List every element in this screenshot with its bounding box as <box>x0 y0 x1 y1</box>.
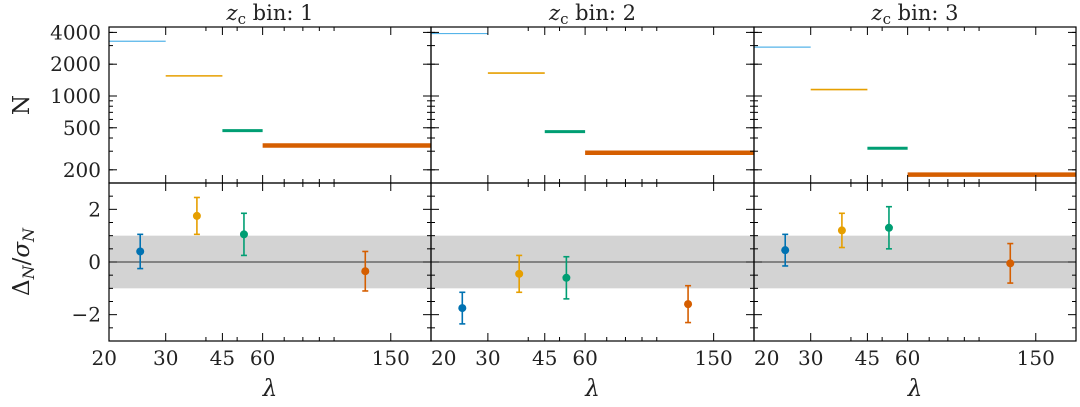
x-tick-label: 20 <box>92 346 117 370</box>
y-tick-label: 200 <box>63 158 101 182</box>
y-tick-label: 2000 <box>50 52 101 76</box>
x-axis-label: λ <box>584 376 600 402</box>
y-axis-label-bottom: ΔN/σN <box>9 227 38 296</box>
data-point <box>136 247 145 256</box>
y-tick-label: 4000 <box>50 20 101 44</box>
y-tick-label: −2 <box>72 303 101 327</box>
y-tick-label: 0 <box>88 250 101 274</box>
panel-title: zc bin: 3 <box>871 1 959 28</box>
data-point <box>361 267 370 276</box>
y-axis-label-top: N <box>9 95 35 115</box>
x-tick-label: 150 <box>695 346 733 370</box>
data-point <box>837 226 846 235</box>
x-tick-label: 60 <box>572 346 597 370</box>
x-tick-label: 150 <box>1017 346 1055 370</box>
x-tick-label: 30 <box>798 346 823 370</box>
data-point <box>192 211 201 220</box>
data-point <box>515 269 524 278</box>
x-tick-label: 20 <box>754 346 779 370</box>
bottom-panel-frame <box>753 182 1077 342</box>
y-tick-label: 1000 <box>50 84 101 108</box>
top-panel-frame <box>753 26 1077 184</box>
tick-layer <box>108 27 1077 342</box>
data-point <box>884 223 893 232</box>
y-tick-label: 2 <box>88 197 101 221</box>
x-tick-label: 60 <box>895 346 920 370</box>
top-panel-frame <box>108 26 432 184</box>
x-axis-label: λ <box>262 376 278 402</box>
x-tick-label: 30 <box>153 346 178 370</box>
data-point <box>458 304 467 313</box>
x-tick-label: 30 <box>475 346 500 370</box>
data-point <box>239 230 248 239</box>
x-tick-label: 45 <box>855 346 880 370</box>
panel-title: zc bin: 2 <box>548 1 636 28</box>
x-axis-label: λ <box>907 376 923 402</box>
frame-layer <box>108 26 1077 342</box>
y-tick-label: 500 <box>63 116 101 140</box>
text-layer: zc bin: 1 200 500 1000 2000 4000 −2 0 2 20 30 45 60 1… <box>9 1 1055 402</box>
top-panel-frame <box>430 26 755 184</box>
x-tick-label: 60 <box>250 346 275 370</box>
x-tick-label: 150 <box>372 346 410 370</box>
panel-title: zc bin: 1 <box>226 1 314 28</box>
x-tick-label: 45 <box>210 346 235 370</box>
data-layer <box>109 32 1076 325</box>
data-point <box>781 246 790 255</box>
x-tick-label: 45 <box>532 346 557 370</box>
x-tick-label: 20 <box>431 346 456 370</box>
data-point <box>684 300 693 309</box>
data-point <box>1006 259 1015 268</box>
data-point <box>562 273 571 282</box>
